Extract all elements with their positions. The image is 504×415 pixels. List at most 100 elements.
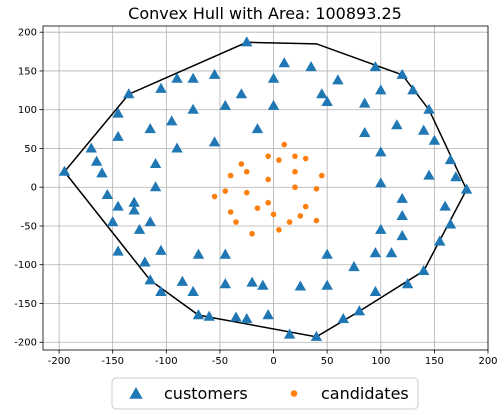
customer-point: [257, 279, 269, 290]
customer-point: [171, 72, 183, 83]
customer-point: [375, 84, 387, 95]
customer-point: [407, 84, 419, 95]
customer-point: [155, 82, 167, 93]
legend-customers-label: customers: [164, 384, 248, 403]
candidate-point: [318, 172, 325, 179]
customer-point: [385, 247, 398, 258]
customer-point: [396, 209, 408, 220]
customer-point: [369, 285, 382, 296]
customer-point: [262, 309, 274, 320]
customer-point: [428, 134, 441, 145]
customer-point: [434, 235, 446, 246]
customer-point: [171, 142, 183, 153]
x-tick-label: 150: [425, 356, 444, 367]
candidate-point: [292, 168, 298, 175]
candidate-point: [227, 172, 234, 179]
customer-point: [235, 88, 248, 99]
customer-point: [219, 278, 231, 289]
customer-point: [230, 311, 242, 322]
customer-point: [112, 245, 124, 256]
customer-point: [219, 99, 231, 110]
candidate-point: [233, 219, 239, 225]
y-tick-label: 150: [18, 66, 37, 77]
customer-point: [192, 248, 205, 259]
customer-point: [396, 68, 408, 79]
candidate-point: [292, 184, 298, 191]
customer-point: [192, 309, 205, 320]
candidate-point: [276, 157, 282, 163]
customer-point: [267, 99, 280, 110]
candidate-point: [222, 188, 229, 194]
candidate-point: [243, 168, 250, 175]
customer-point: [305, 61, 317, 72]
x-tick-label: -50: [212, 356, 228, 367]
x-tick-label: -100: [155, 356, 178, 367]
customer-point: [358, 126, 371, 138]
customer-point: [444, 218, 457, 229]
customer-point: [155, 285, 167, 296]
candidate-point: [243, 189, 250, 196]
plot-frame: [42, 25, 489, 351]
customer-point: [96, 167, 108, 178]
customer-point: [369, 247, 382, 258]
customer-point: [101, 188, 114, 200]
legend-customers-marker: [129, 387, 143, 399]
x-tick-label: 100: [371, 356, 390, 367]
customer-point: [112, 200, 124, 211]
candidate-point: [211, 193, 218, 200]
customer-point: [396, 230, 408, 241]
customer-point: [332, 74, 344, 85]
customer-point: [401, 278, 414, 289]
customer-point: [396, 192, 408, 203]
candidate-point: [286, 219, 293, 225]
customer-point: [187, 285, 199, 296]
axes: -200 -150 -100 -50 0 50 100 150 200 -200 -150 -100 -…: [14, 25, 498, 367]
customer-point: [187, 72, 199, 83]
customer-point: [208, 68, 221, 79]
x-tick-label: 50: [321, 356, 334, 367]
customer-point: [375, 177, 387, 188]
customer-point: [353, 305, 366, 316]
customer-point: [321, 279, 333, 290]
customer-point: [241, 312, 253, 324]
customer-point: [310, 330, 323, 341]
y-tick-label: -150: [14, 299, 37, 310]
legend-candidates-label: candidates: [321, 384, 409, 403]
customer-point: [246, 276, 258, 287]
customer-point: [203, 310, 215, 321]
customer-point: [155, 244, 167, 255]
customer-point: [423, 169, 435, 180]
customer-point: [241, 36, 253, 47]
customer-point: [90, 155, 103, 166]
customer-point: [106, 216, 119, 227]
customer-point: [321, 95, 333, 107]
customer-point: [219, 248, 231, 259]
customer-point: [123, 88, 135, 99]
customer-point: [439, 200, 451, 211]
candidate-point: [297, 213, 304, 219]
customer-point: [450, 171, 462, 182]
candidate-point: [313, 185, 320, 192]
candidate-point: [254, 205, 261, 211]
candidate-point: [302, 155, 309, 162]
candidate-point: [270, 211, 277, 218]
y-tick-label: 50: [24, 144, 37, 155]
customer-point: [149, 181, 162, 192]
customer-point: [85, 142, 97, 153]
legend-candidates-marker: [290, 390, 298, 397]
customer-point: [139, 256, 151, 267]
candidate-point: [265, 199, 271, 206]
y-tick-label: 0: [31, 183, 37, 194]
candidate-point: [249, 230, 255, 237]
candidate-point: [238, 161, 245, 167]
candidate-point: [302, 203, 309, 210]
customer-point: [187, 103, 199, 114]
customer-point: [144, 216, 156, 227]
customer-point: [208, 136, 221, 147]
customer-point: [133, 223, 146, 234]
customer-point: [444, 154, 457, 165]
x-tick-label: 200: [478, 356, 497, 367]
customer-point: [417, 124, 430, 135]
customer-point: [375, 223, 387, 234]
